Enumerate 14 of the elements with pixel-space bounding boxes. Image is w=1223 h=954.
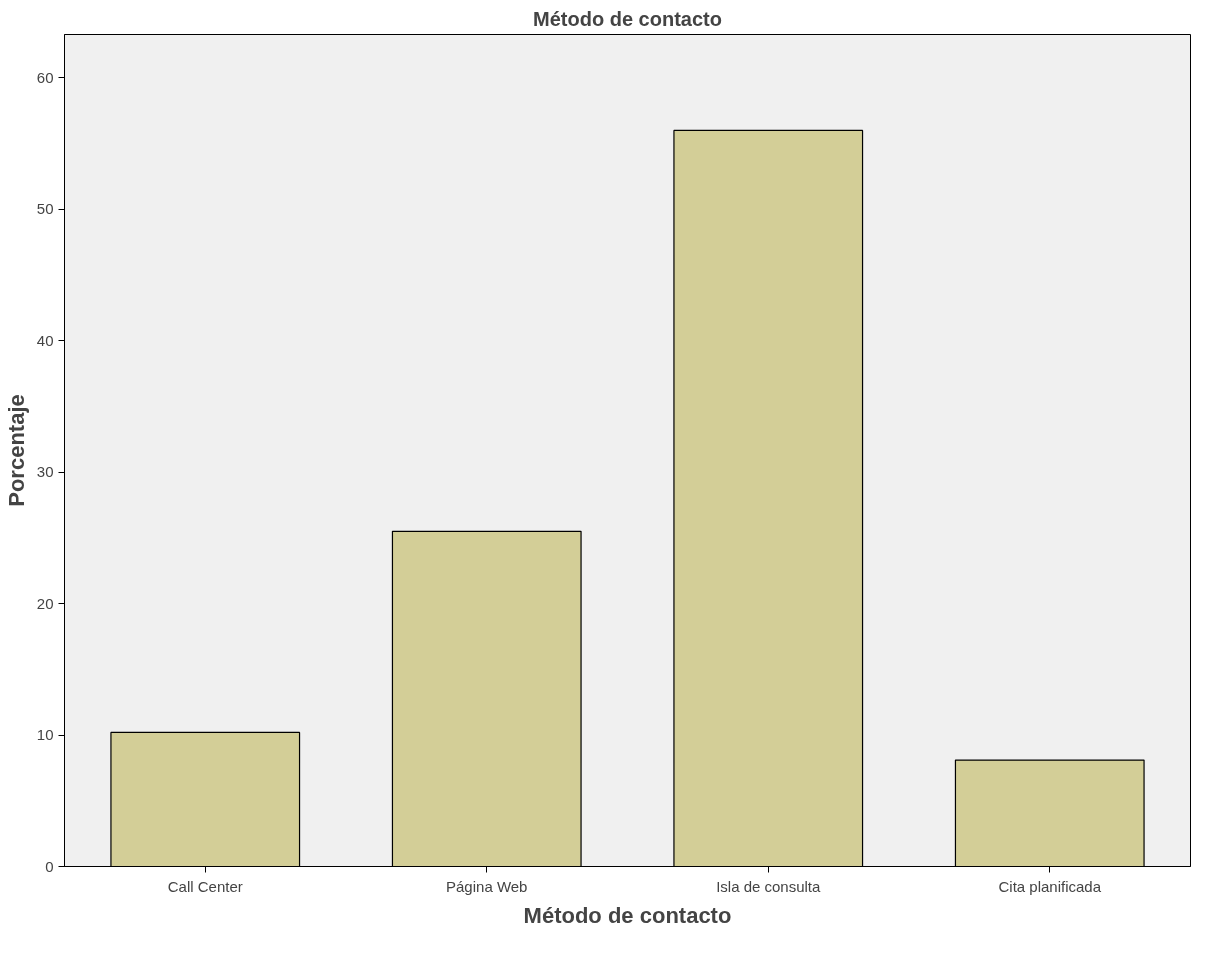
y-tick-label: 30	[36, 463, 54, 481]
y-tick-label: 50	[36, 200, 54, 218]
x-tick-label: Call Center	[167, 877, 243, 895]
y-tick-label: 60	[36, 68, 54, 86]
y-tick-label: 40	[36, 331, 54, 349]
y-tick-label: 10	[36, 726, 54, 744]
chart-title: Método de contacto	[533, 7, 722, 30]
y-tick-label: 20	[36, 594, 54, 612]
y-axis-title: Porcentaje	[3, 394, 29, 507]
x-axis-title: Método de contacto	[523, 902, 732, 928]
x-tick-label: Cita planificada	[998, 877, 1102, 895]
x-tick-label: Página Web	[446, 877, 528, 895]
y-tick-label: 0	[45, 857, 54, 875]
x-tick-label: Isla de consulta	[716, 877, 822, 895]
